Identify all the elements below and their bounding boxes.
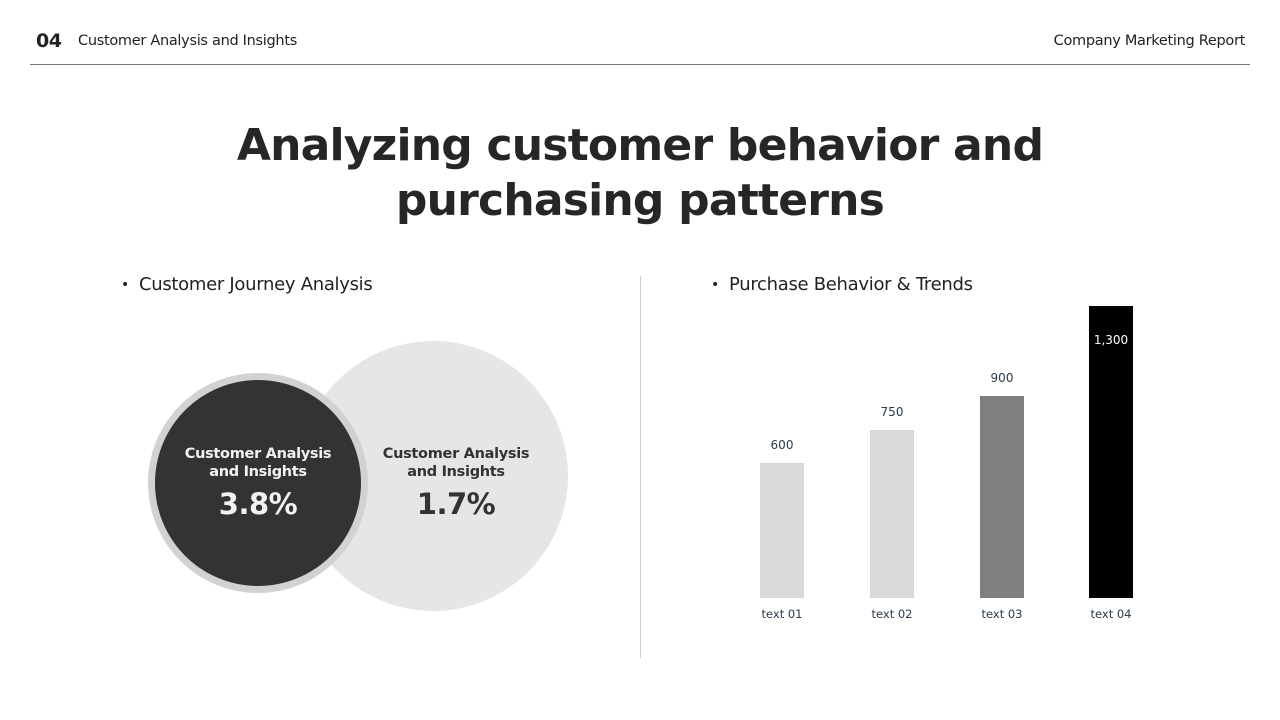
bullet-icon: • bbox=[121, 276, 129, 293]
panel-divider bbox=[640, 276, 641, 658]
dark-circle-content: Customer Analysis and Insights 3.8% bbox=[170, 445, 346, 521]
bar-category-label: text 04 bbox=[1090, 607, 1132, 621]
dark-circle-label-2: and Insights bbox=[209, 464, 307, 480]
bar-category-label: text 02 bbox=[871, 607, 913, 621]
light-circle-label-1: Customer Analysis bbox=[382, 446, 530, 462]
left-panel-heading: • Customer Journey Analysis bbox=[121, 274, 373, 295]
bullet-icon: • bbox=[711, 276, 719, 293]
bar-4 bbox=[1089, 306, 1133, 598]
section-number: 04 bbox=[36, 30, 62, 52]
header-divider bbox=[30, 64, 1250, 65]
section-label: Customer Analysis and Insights bbox=[78, 33, 297, 49]
dark-circle-label-1: Customer Analysis bbox=[184, 446, 332, 462]
bar-value-label: 1,300 bbox=[1093, 333, 1129, 347]
dark-circle bbox=[155, 380, 361, 586]
left-heading-text: Customer Journey Analysis bbox=[138, 274, 373, 295]
right-heading-text: Purchase Behavior & Trends bbox=[728, 274, 973, 295]
bar-value-label: 600 bbox=[770, 438, 794, 452]
light-circle-content: Customer Analysis and Insights 1.7% bbox=[370, 445, 542, 521]
bar-3 bbox=[980, 396, 1024, 598]
light-circle-value: 1.7% bbox=[416, 487, 496, 521]
bar-value-label: 750 bbox=[880, 405, 904, 419]
light-circle-label-2: and Insights bbox=[407, 464, 505, 480]
bar-category-label: text 01 bbox=[761, 607, 803, 621]
bar-category-label: text 03 bbox=[981, 607, 1023, 621]
title-line-2: purchasing patterns bbox=[395, 175, 885, 226]
dark-circle-value: 3.8% bbox=[218, 487, 298, 521]
bar-1 bbox=[760, 463, 804, 598]
report-name: Company Marketing Report bbox=[1053, 33, 1246, 49]
bar-value-label: 900 bbox=[990, 371, 1014, 385]
right-panel-heading: • Purchase Behavior & Trends bbox=[711, 274, 973, 295]
page-title: Analyzing customer behavior and purchasi… bbox=[0, 118, 1280, 228]
bar-2 bbox=[870, 430, 914, 598]
title-line-1: Analyzing customer behavior and bbox=[236, 120, 1044, 171]
